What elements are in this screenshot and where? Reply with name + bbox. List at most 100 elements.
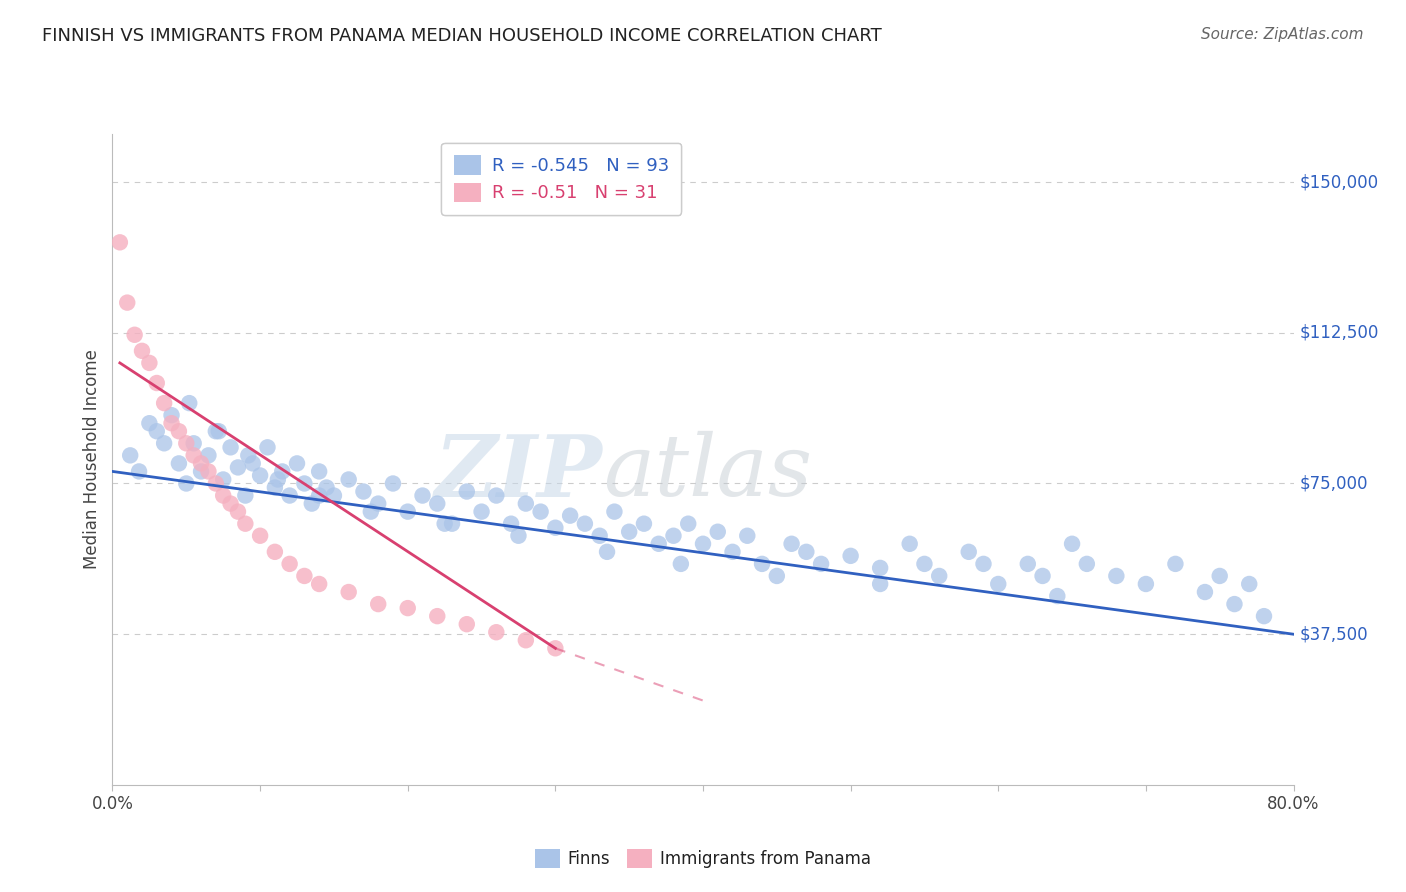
Point bbox=[669, 557, 692, 571]
Point bbox=[869, 561, 891, 575]
Point bbox=[678, 516, 700, 531]
Point bbox=[249, 468, 271, 483]
Point bbox=[647, 537, 671, 551]
Point bbox=[412, 489, 434, 503]
Point bbox=[108, 235, 131, 250]
Point bbox=[1164, 557, 1187, 571]
Text: $150,000: $150,000 bbox=[1299, 173, 1378, 191]
Point bbox=[501, 516, 523, 531]
Point bbox=[441, 516, 464, 531]
Point bbox=[352, 484, 374, 499]
Point bbox=[160, 416, 183, 430]
Point bbox=[1208, 569, 1232, 583]
Point bbox=[367, 497, 389, 511]
Point bbox=[190, 457, 212, 471]
Point bbox=[208, 424, 231, 438]
Point bbox=[662, 529, 685, 543]
Point bbox=[153, 436, 176, 450]
Text: Source: ZipAtlas.com: Source: ZipAtlas.com bbox=[1201, 27, 1364, 42]
Point bbox=[278, 557, 301, 571]
Point bbox=[515, 633, 537, 648]
Point bbox=[707, 524, 730, 539]
Point bbox=[869, 577, 891, 591]
Point bbox=[914, 557, 936, 571]
Point bbox=[588, 529, 610, 543]
Point bbox=[264, 481, 287, 495]
Point bbox=[285, 457, 308, 471]
Point bbox=[839, 549, 862, 563]
Point bbox=[128, 465, 150, 479]
Point bbox=[1076, 557, 1098, 571]
Text: $112,500: $112,500 bbox=[1299, 324, 1379, 342]
Point bbox=[1135, 577, 1157, 591]
Point bbox=[183, 436, 205, 450]
Point bbox=[138, 356, 160, 370]
Point bbox=[751, 557, 773, 571]
Point bbox=[485, 489, 508, 503]
Point bbox=[249, 529, 271, 543]
Point bbox=[233, 516, 256, 531]
Point bbox=[721, 545, 744, 559]
Point bbox=[810, 557, 832, 571]
Point bbox=[544, 641, 567, 656]
Point bbox=[780, 537, 803, 551]
Point bbox=[1046, 589, 1069, 603]
Point bbox=[323, 489, 346, 503]
Point bbox=[264, 545, 287, 559]
Text: FINNISH VS IMMIGRANTS FROM PANAMA MEDIAN HOUSEHOLD INCOME CORRELATION CHART: FINNISH VS IMMIGRANTS FROM PANAMA MEDIAN… bbox=[42, 27, 882, 45]
Point bbox=[315, 481, 337, 495]
Point bbox=[167, 424, 190, 438]
Point bbox=[190, 465, 212, 479]
Point bbox=[174, 476, 197, 491]
Point bbox=[219, 497, 242, 511]
Point bbox=[1223, 597, 1246, 611]
Point bbox=[560, 508, 582, 523]
Point bbox=[278, 489, 301, 503]
Point bbox=[396, 505, 419, 519]
Point bbox=[382, 476, 405, 491]
Point bbox=[337, 473, 360, 487]
Point bbox=[633, 516, 655, 531]
Point bbox=[360, 505, 382, 519]
Point bbox=[205, 424, 228, 438]
Point bbox=[544, 521, 567, 535]
Point bbox=[205, 476, 228, 491]
Point bbox=[271, 465, 294, 479]
Point bbox=[226, 460, 249, 475]
Point bbox=[485, 625, 508, 640]
Point bbox=[146, 424, 169, 438]
Text: $37,500: $37,500 bbox=[1299, 625, 1368, 643]
Point bbox=[426, 609, 449, 624]
Legend: R = -0.545   N = 93, R = -0.51   N = 31: R = -0.545 N = 93, R = -0.51 N = 31 bbox=[441, 143, 682, 215]
Point bbox=[179, 396, 201, 410]
Point bbox=[456, 617, 478, 632]
Point bbox=[766, 569, 789, 583]
Point bbox=[470, 505, 494, 519]
Point bbox=[928, 569, 950, 583]
Point bbox=[238, 448, 260, 462]
Point bbox=[1239, 577, 1261, 591]
Point bbox=[197, 465, 219, 479]
Point bbox=[367, 597, 389, 611]
Point bbox=[737, 529, 759, 543]
Point bbox=[1062, 537, 1084, 551]
Point bbox=[508, 529, 530, 543]
Point bbox=[212, 489, 235, 503]
Point bbox=[1194, 585, 1216, 599]
Point bbox=[138, 416, 160, 430]
Point bbox=[301, 497, 323, 511]
Point bbox=[574, 516, 596, 531]
Point bbox=[1017, 557, 1039, 571]
Point bbox=[267, 473, 290, 487]
Point bbox=[124, 327, 146, 342]
Point bbox=[219, 440, 242, 454]
Point bbox=[603, 505, 626, 519]
Point bbox=[796, 545, 818, 559]
Point bbox=[233, 489, 256, 503]
Point bbox=[337, 585, 360, 599]
Point bbox=[242, 457, 264, 471]
Point bbox=[146, 376, 169, 390]
Point bbox=[1105, 569, 1128, 583]
Point bbox=[973, 557, 995, 571]
Point bbox=[456, 484, 478, 499]
